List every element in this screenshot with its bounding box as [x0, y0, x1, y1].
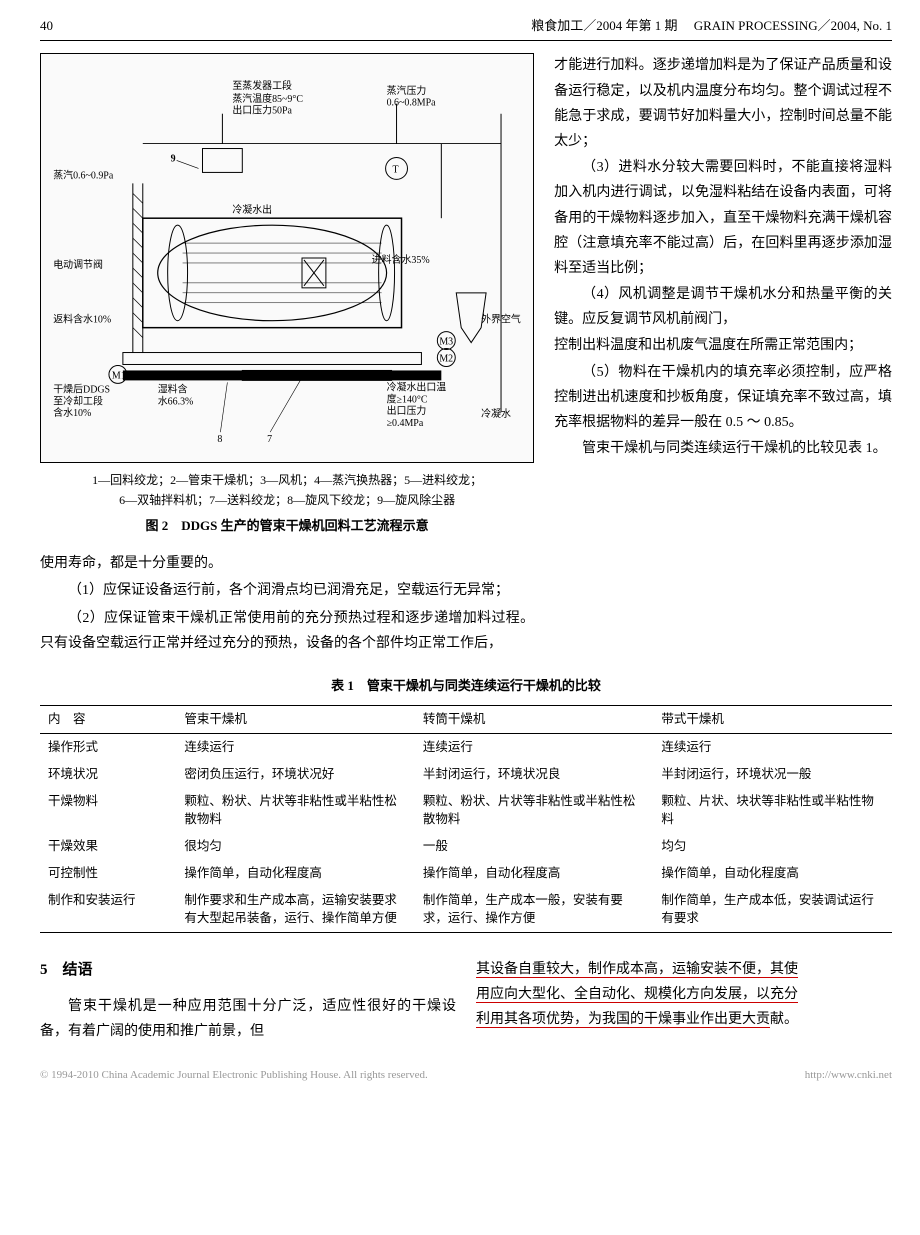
- copyright-text: © 1994-2010 China Academic Journal Elect…: [40, 1066, 428, 1086]
- svg-text:冷凝水出口温: 冷凝水出口温: [387, 381, 447, 394]
- underlined-text: 利用其各项优势，为我国的干燥事业作出更大贡: [476, 1012, 770, 1028]
- svg-text:至冷却工段: 至冷却工段: [53, 395, 103, 408]
- svg-text:8: 8: [217, 434, 222, 445]
- journal-cn: 粮食加工／2004 年第 1 期: [531, 18, 677, 33]
- diagram-caption: 图 2 DDGS 生产的管束干燥机回料工艺流程示意: [40, 514, 534, 537]
- diagram-legend: 1—回料绞龙；2—管束干燥机；3—风机；4—蒸汽换热器；5—进料绞龙； 6—双轴…: [40, 471, 534, 509]
- svg-text:T: T: [393, 165, 399, 176]
- right-p5: 管束干燥机与同类连续运行干燥机的比较见表 1。: [554, 436, 892, 461]
- svg-text:蒸汽0.6~0.9Pa: 蒸汽0.6~0.9Pa: [53, 169, 114, 182]
- svg-text:冷凝水: 冷凝水: [481, 408, 511, 421]
- journal-en: GRAIN PROCESSING／2004, No. 1: [694, 18, 892, 33]
- svg-text:M3: M3: [439, 337, 453, 348]
- svg-text:返料含水10%: 返料含水10%: [53, 313, 111, 326]
- svg-text:水66.3%: 水66.3%: [158, 396, 194, 408]
- svg-text:7: 7: [267, 434, 272, 445]
- table-caption: 表 1 管束干燥机与同类连续运行干燥机的比较: [40, 674, 892, 697]
- svg-text:≥0.4MPa: ≥0.4MPa: [387, 419, 424, 430]
- svg-text:蒸汽压力: 蒸汽压力: [387, 84, 427, 97]
- svg-text:9: 9: [171, 154, 176, 165]
- svg-text:度≥140°C: 度≥140°C: [387, 393, 428, 406]
- svg-text:冷凝水出: 冷凝水出: [232, 204, 272, 217]
- table-row: 制作和安装运行 制作要求和生产成本高，运输安装要求有大型起吊装备，运行、操作简单…: [40, 887, 892, 933]
- underlined-text: 用应向大型化、全自动化、规模化方向发展，以充分: [476, 987, 798, 1003]
- page-number: 40: [40, 14, 53, 37]
- table-row: 干燥物料 颗粒、粉状、片状等非粘性或半粘性松散物料 颗粒、粉状、片状等非粘性或半…: [40, 788, 892, 834]
- page-footer: © 1994-2010 China Academic Journal Elect…: [40, 1066, 892, 1086]
- table-row: 可控制性 操作简单，自动化程度高 操作简单，自动化程度高 操作简单，自动化程度高: [40, 860, 892, 887]
- svg-text:外界空气: 外界空气: [481, 313, 521, 326]
- svg-text:M1: M1: [112, 371, 126, 382]
- left-p1: （1）应保证设备运行前，各个润滑点均已润滑充足，空载运行无异常；: [40, 578, 534, 603]
- svg-text:0.6~0.8MPa: 0.6~0.8MPa: [387, 98, 437, 109]
- table-row: 操作形式 连续运行 连续运行 连续运行: [40, 734, 892, 761]
- svg-text:至蒸发器工段: 至蒸发器工段: [232, 79, 292, 92]
- svg-text:M2: M2: [439, 354, 453, 365]
- svg-text:电动调节阀: 电动调节阀: [53, 258, 103, 271]
- footer-url: http://www.cnki.net: [805, 1066, 892, 1086]
- right-p2: （4）风机调整是调节干燥机水分和热量平衡的关键。应反复调节风机前阀门，: [554, 282, 892, 332]
- svg-text:进料含水35%: 进料含水35%: [372, 253, 430, 266]
- right-p4: （5）物料在干燥机内的填充率必须控制，应严格控制进出机速度和抄板角度，保证填充率…: [554, 360, 892, 436]
- table-row: 干燥效果 很均匀 一般 均匀: [40, 833, 892, 860]
- table-header: 管束干燥机: [176, 706, 415, 734]
- page-header: 40 粮食加工／2004 年第 1 期 GRAIN PROCESSING／200…: [40, 14, 892, 41]
- conclusion-heading: 5 结语: [40, 957, 456, 984]
- right-p1: （3）进料水分较大需要回料时，不能直接将湿料加入机内进行调试，以免湿料粘结在设备…: [554, 155, 892, 281]
- left-p2: （2）应保证管束干燥机正常使用前的充分预热过程和逐步递增加料过程。只有设备空载运…: [40, 606, 534, 656]
- svg-text:蒸汽温度85~9°C: 蒸汽温度85~9°C: [232, 92, 303, 105]
- table-row: 环境状况 密闭负压运行，环境状况好 半封闭运行，环境状况良 半封闭运行，环境状况…: [40, 761, 892, 788]
- svg-text:湿料含: 湿料含: [158, 383, 188, 396]
- svg-text:含水10%: 含水10%: [53, 407, 91, 420]
- table-header: 内 容: [40, 706, 176, 734]
- right-p0: 才能进行加料。逐步递增加料是为了保证产品质量和设备运行稳定，以及机内温度分布均匀…: [554, 53, 892, 154]
- conclusion-left: 管束干燥机是一种应用范围十分广泛，适应性很好的干燥设备，有着广阔的使用和推广前景…: [40, 994, 456, 1044]
- comparison-table: 内 容 管束干燥机 转筒干燥机 带式干燥机 操作形式 连续运行 连续运行 连续运…: [40, 705, 892, 933]
- right-p3: 控制出料温度和出机废气温度在所需正常范围内；: [554, 333, 892, 358]
- conclusion-plain: 献。: [770, 1012, 798, 1027]
- left-p0: 使用寿命，都是十分重要的。: [40, 551, 534, 576]
- underlined-text: 其设备自重较大，制作成本高，运输安装不便，其使: [476, 962, 798, 978]
- svg-text:出口压力50Pa: 出口压力50Pa: [232, 104, 292, 117]
- svg-text:干燥后DDGS: 干燥后DDGS: [53, 384, 110, 396]
- process-diagram: M1 M2 M3 T 9 至蒸发器工段: [40, 53, 534, 463]
- conclusion-right: 其设备自重较大，制作成本高，运输安装不便，其使 用应向大型化、全自动化、规模化方…: [476, 957, 892, 1033]
- table-header: 转筒干燥机: [415, 706, 654, 734]
- svg-text:出口压力: 出口压力: [387, 405, 427, 418]
- table-header: 带式干燥机: [653, 706, 892, 734]
